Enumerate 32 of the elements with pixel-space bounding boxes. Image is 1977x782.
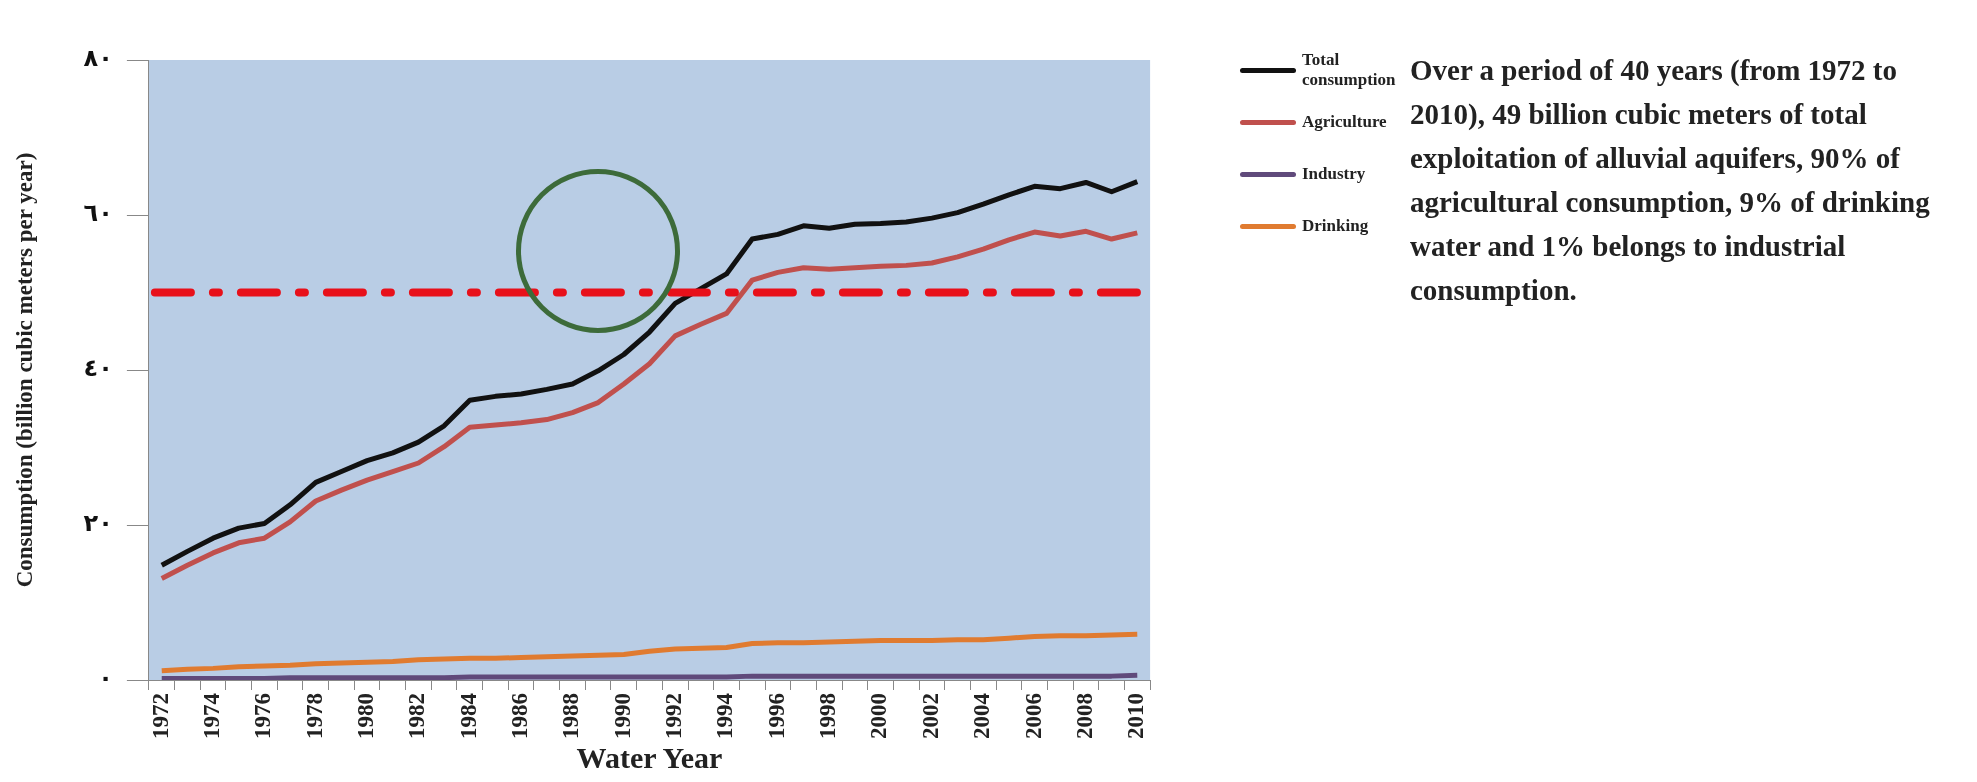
y-tick-label: ٢٠ (83, 509, 113, 538)
x-tick-label: 2000 (866, 693, 892, 739)
x-tick-label: 2008 (1071, 693, 1097, 739)
x-tick-label: 2004 (969, 692, 995, 739)
x-axis-title: Water Year (576, 740, 723, 774)
y-tick-label: ٤٠ (83, 354, 113, 383)
x-tick-label: 1994 (712, 692, 738, 739)
y-tick-label: ٦٠ (83, 199, 113, 228)
y-axis-title: Consumption (billion cubic meters per year) (11, 152, 37, 588)
x-tick-label: 1990 (609, 693, 635, 739)
legend-label: Agriculture (1302, 112, 1387, 132)
x-tick-label: 2006 (1020, 693, 1046, 739)
legend-label: Total consumption (1302, 50, 1397, 90)
x-tick-label: 2010 (1123, 693, 1149, 739)
y-tick-label: ٨٠ (83, 44, 113, 73)
legend-label: Drinking (1302, 216, 1369, 236)
y-tick-label: ٠ (98, 664, 113, 693)
legend-label: Industry (1302, 164, 1366, 184)
x-tick-label: 1998 (815, 693, 841, 739)
x-tick-label: 1972 (147, 693, 173, 739)
x-tick-label: 1982 (404, 693, 430, 739)
x-tick-label: 1996 (763, 693, 789, 739)
x-tick-label: 2002 (917, 693, 943, 739)
x-tick-label: 1986 (507, 693, 533, 739)
x-tick-label: 1984 (455, 692, 481, 739)
x-tick-label: 1980 (353, 693, 379, 739)
x-tick-label: 1974 (199, 692, 225, 739)
x-tick-label: 1992 (661, 693, 687, 739)
x-tick-label: 1978 (301, 693, 327, 739)
x-tick-label: 1976 (250, 693, 276, 739)
x-tick-label: 1988 (558, 693, 584, 739)
text: Over a period of 40 years (from 1972 to 2010), 49 billion cubic meters of total exploitation of alluvial aquifers, 90% of agricultural consumption, 9% of drinking water and 1% belongs to industrial consumption. (1410, 53, 1931, 308)
